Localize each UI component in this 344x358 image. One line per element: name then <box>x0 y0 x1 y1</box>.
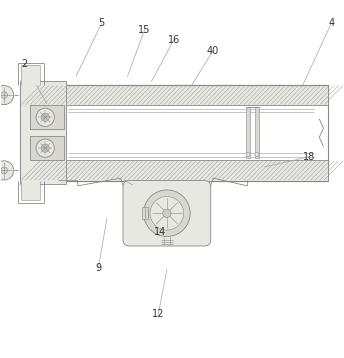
Text: 5: 5 <box>99 18 105 28</box>
Circle shape <box>143 190 190 237</box>
Bar <box>255 107 259 159</box>
Circle shape <box>36 139 54 157</box>
Text: 4: 4 <box>328 18 334 28</box>
Circle shape <box>0 161 14 180</box>
Bar <box>142 207 148 219</box>
Circle shape <box>1 167 8 174</box>
Circle shape <box>150 197 184 230</box>
Circle shape <box>41 144 49 152</box>
Text: 18: 18 <box>303 152 315 162</box>
Bar <box>246 107 250 159</box>
FancyBboxPatch shape <box>123 180 211 246</box>
Bar <box>20 85 328 181</box>
Bar <box>30 136 64 160</box>
Text: 9: 9 <box>95 263 101 273</box>
Text: 16: 16 <box>168 35 180 45</box>
Circle shape <box>163 209 171 217</box>
Circle shape <box>246 152 250 156</box>
Bar <box>20 85 328 105</box>
Circle shape <box>255 152 259 156</box>
Text: 14: 14 <box>154 227 166 237</box>
Bar <box>30 105 64 129</box>
Text: 15: 15 <box>138 25 151 35</box>
Text: 2: 2 <box>22 59 28 69</box>
Circle shape <box>0 86 14 105</box>
Circle shape <box>41 113 49 121</box>
Text: 12: 12 <box>152 309 164 319</box>
Circle shape <box>1 92 8 98</box>
Bar <box>21 181 40 200</box>
Circle shape <box>36 108 54 126</box>
Bar <box>20 160 328 181</box>
Bar <box>21 65 40 85</box>
Text: 40: 40 <box>207 45 219 55</box>
Bar <box>20 81 66 184</box>
